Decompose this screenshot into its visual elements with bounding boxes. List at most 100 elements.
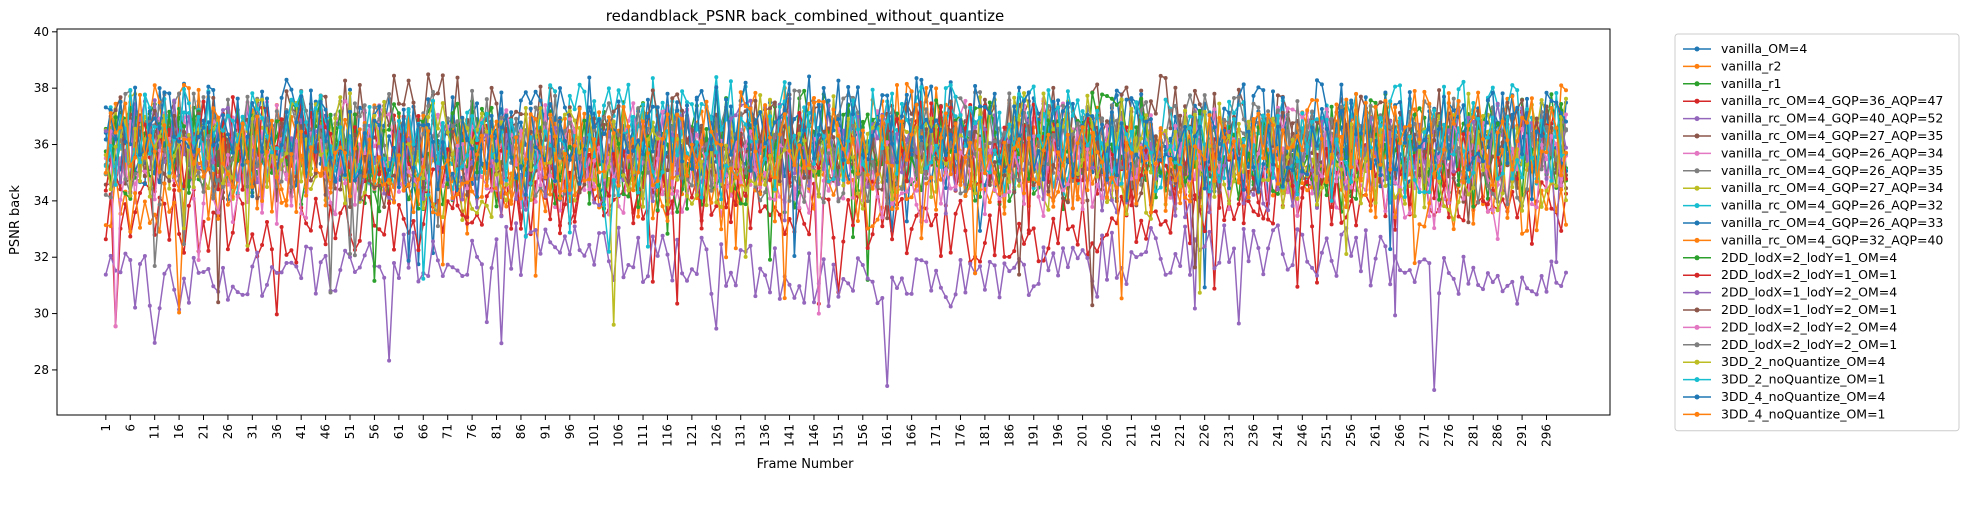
data-point (582, 182, 587, 187)
data-point (274, 270, 279, 275)
data-point (133, 182, 138, 187)
data-point (1432, 138, 1437, 143)
data-point (1114, 93, 1119, 98)
data-point (1539, 98, 1544, 103)
data-point (240, 201, 245, 206)
data-point (1007, 254, 1012, 259)
data-point (738, 201, 743, 206)
data-point (1017, 85, 1022, 90)
data-point (465, 272, 470, 277)
data-point (582, 253, 587, 258)
data-point (1168, 230, 1173, 235)
data-point (328, 200, 333, 205)
data-point (128, 229, 133, 234)
data-point (304, 215, 309, 220)
data-point (1109, 96, 1114, 101)
data-point (1534, 116, 1539, 121)
data-point (489, 105, 494, 110)
data-point (421, 185, 426, 190)
data-point (792, 171, 797, 176)
data-point (1002, 125, 1007, 130)
data-point (1398, 83, 1402, 88)
data-point (1446, 91, 1451, 96)
data-point (1354, 223, 1359, 228)
data-point (489, 85, 494, 90)
data-point (377, 227, 382, 232)
data-point (1217, 190, 1222, 195)
data-point (797, 205, 802, 210)
data-point (812, 300, 816, 305)
data-point (1056, 241, 1061, 246)
data-point (538, 98, 543, 103)
data-point (807, 232, 812, 237)
data-point (1451, 276, 1456, 281)
data-point (782, 218, 787, 223)
data-point (1442, 256, 1446, 260)
data-point (1085, 198, 1090, 203)
data-point (919, 77, 924, 82)
data-point (548, 102, 553, 107)
data-point (1471, 204, 1476, 209)
data-point (445, 199, 450, 204)
data-point (113, 108, 118, 112)
data-point (1022, 241, 1026, 246)
data-point (753, 294, 758, 299)
data-point (274, 109, 279, 114)
data-point (836, 117, 841, 122)
data-point (865, 276, 870, 281)
data-point (851, 195, 855, 200)
data-point (1354, 196, 1359, 201)
data-point (948, 250, 953, 255)
data-point (182, 110, 186, 115)
data-point (1080, 248, 1085, 253)
data-point (484, 194, 489, 199)
data-point (460, 212, 465, 217)
data-point (382, 205, 387, 209)
data-point (211, 284, 216, 289)
data-point (978, 90, 982, 95)
data-point (650, 234, 655, 239)
data-point (1490, 85, 1495, 90)
data-point (1275, 223, 1280, 228)
data-point (196, 165, 201, 170)
data-point (274, 103, 279, 108)
data-point (431, 167, 435, 172)
data-point (333, 288, 338, 293)
data-point (475, 254, 479, 259)
data-point (1407, 211, 1412, 215)
data-point (1222, 223, 1227, 228)
data-point (177, 91, 182, 96)
data-point (1456, 167, 1461, 172)
data-point (308, 228, 313, 233)
data-point (157, 86, 162, 91)
data-point (211, 95, 216, 100)
data-point (728, 79, 733, 84)
data-point (201, 99, 206, 104)
data-point (1388, 282, 1393, 287)
data-point (1056, 98, 1061, 103)
data-point (943, 211, 948, 216)
data-point (592, 262, 597, 267)
data-point (1222, 163, 1227, 168)
data-point (387, 112, 392, 117)
data-point (352, 101, 357, 106)
data-point (499, 214, 504, 219)
data-point (895, 286, 899, 290)
data-point (987, 183, 992, 187)
data-point (953, 114, 958, 119)
data-point (387, 134, 392, 139)
data-point (1241, 227, 1246, 231)
data-point (538, 183, 543, 188)
data-point (518, 128, 523, 133)
data-point (1232, 217, 1236, 222)
data-point (533, 193, 538, 198)
data-point (1290, 203, 1295, 208)
data-point (636, 235, 641, 240)
data-point (1295, 284, 1300, 289)
data-point (523, 207, 528, 212)
data-point (1202, 244, 1207, 249)
data-point (289, 260, 294, 265)
data-point (518, 273, 523, 277)
data-point (768, 196, 772, 201)
data-point (357, 105, 362, 110)
